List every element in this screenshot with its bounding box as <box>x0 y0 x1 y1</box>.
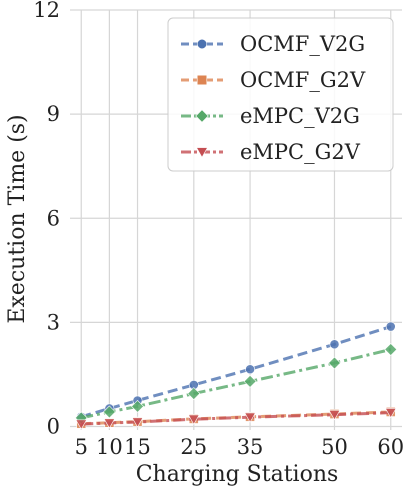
y-tick-label: 6 <box>47 206 60 230</box>
legend-entry: OCMF_V2G <box>181 32 365 56</box>
series-line <box>80 348 392 420</box>
y-axis-label: Execution Time (s) <box>5 114 30 323</box>
x-tick-label: 35 <box>237 435 264 459</box>
legend: OCMF_V2G OCMF_G2V eMPC_V2G eMPC_G2V <box>167 17 394 172</box>
legend-marker <box>195 109 209 123</box>
data-point <box>243 375 257 388</box>
y-tick-label: 9 <box>47 102 60 126</box>
series-layer <box>74 321 398 430</box>
data-point <box>385 321 396 332</box>
data-point <box>75 419 88 430</box>
legend-marker <box>196 38 208 50</box>
data-point <box>328 410 341 421</box>
series-eMPC_G2V <box>75 408 397 430</box>
x-tick-label: 5 <box>75 435 88 459</box>
y-tick-label: 0 <box>47 415 60 439</box>
data-point <box>102 405 116 419</box>
y-tick-label: 12 <box>33 0 60 22</box>
legend-frame <box>167 17 394 172</box>
x-tick-label: 60 <box>377 435 404 459</box>
data-point <box>103 418 116 429</box>
x-tick-label: 15 <box>124 435 151 459</box>
legend-label: OCMF_V2G <box>240 32 365 56</box>
legend-marker <box>196 74 208 86</box>
series-OCMF_V2G <box>76 321 396 422</box>
legend-label: OCMF_G2V <box>240 68 366 92</box>
y-tick-label: 3 <box>47 310 60 334</box>
data-point <box>131 417 144 428</box>
legend-label: eMPC_G2V <box>240 140 361 164</box>
data-point <box>384 343 398 356</box>
data-point <box>245 364 255 375</box>
legend-entry: OCMF_G2V <box>181 68 366 92</box>
data-point <box>187 414 200 425</box>
data-point <box>328 356 341 370</box>
data-point <box>244 412 256 423</box>
legend-label: eMPC_V2G <box>240 104 360 128</box>
x-tick-label: 25 <box>180 435 207 459</box>
series-line <box>81 411 391 426</box>
x-tick-label: 10 <box>96 435 123 459</box>
series-line <box>80 325 392 419</box>
x-axis-label: Charging Stations <box>136 462 339 487</box>
x-tick-label: 50 <box>321 435 348 459</box>
data-point <box>384 408 397 419</box>
data-point <box>329 339 340 350</box>
x-axis-ticks: 5 10 15 25 35 50 60 <box>75 435 405 459</box>
series-eMPC_V2G <box>74 343 398 425</box>
legend-entry: eMPC_V2G <box>181 104 360 128</box>
data-point <box>187 387 201 400</box>
y-axis-ticks: 0 3 6 9 12 <box>33 0 60 439</box>
legend-marker <box>195 147 209 158</box>
legend-entry: eMPC_G2V <box>181 140 361 164</box>
data-point <box>131 399 144 413</box>
